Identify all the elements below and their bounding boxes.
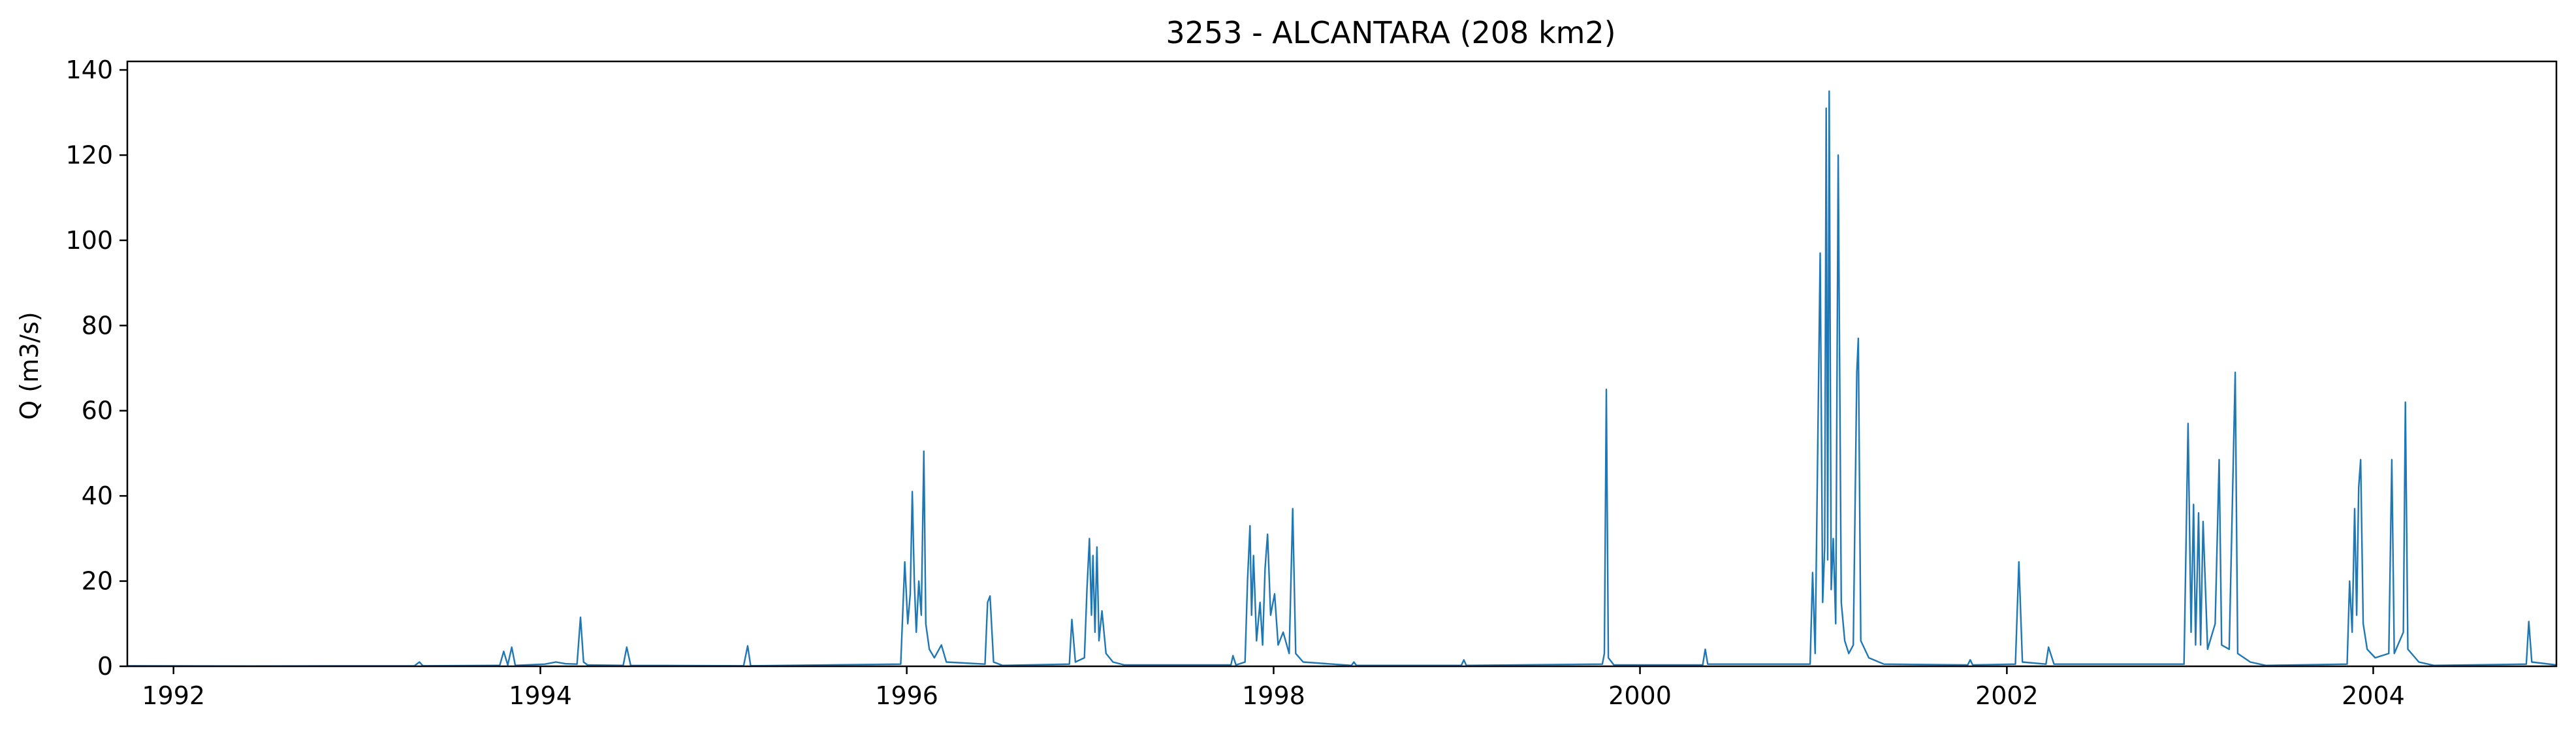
y-tick-label: 0: [97, 652, 113, 681]
x-tick-label: 1992: [142, 681, 205, 710]
y-tick-label: 20: [82, 567, 113, 596]
x-tick-label: 2004: [2342, 681, 2405, 710]
y-tick-label: 60: [82, 397, 113, 425]
y-axis: 0 20 40 60 80 100 120 140: [65, 56, 127, 681]
y-axis-title: Q (m3/s): [15, 312, 44, 419]
x-tick-label: 2002: [1975, 681, 2039, 710]
plot-area: [127, 90, 2557, 667]
y-tick-label: 40: [82, 481, 113, 510]
y-tick-label: 120: [65, 140, 113, 169]
x-tick-label: 1998: [1242, 681, 1305, 710]
chart-title: 3253 - ALCANTARA (208 km2): [1166, 15, 1615, 50]
y-tick-label: 140: [65, 56, 113, 84]
x-tick-label: 1996: [875, 681, 938, 710]
y-tick-label: 80: [82, 311, 113, 340]
x-tick-label: 2000: [1608, 681, 1672, 710]
x-axis: 1992 1994 1996 1998 2000 2002 2004: [142, 666, 2405, 710]
x-tick-label: 1994: [509, 681, 572, 710]
y-tick-label: 100: [65, 226, 113, 255]
plot-frame: [126, 60, 2558, 668]
series-line-0: [127, 90, 2557, 667]
